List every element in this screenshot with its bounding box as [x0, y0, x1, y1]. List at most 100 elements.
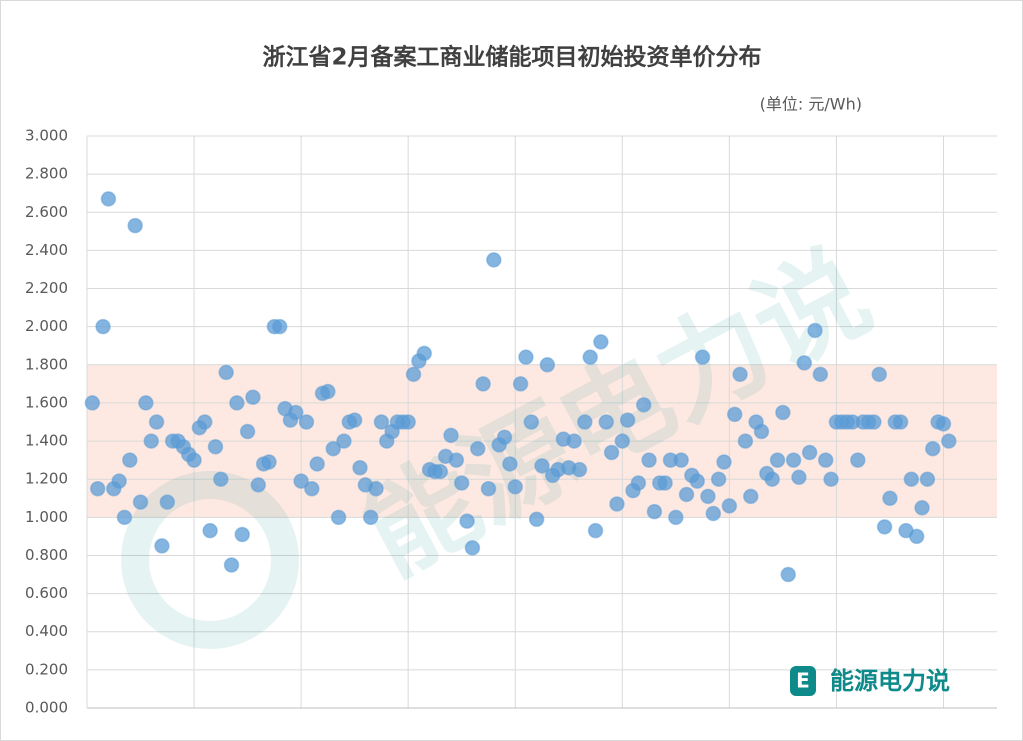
- point: [801, 444, 818, 461]
- point: [453, 475, 470, 491]
- point: [716, 454, 732, 470]
- y-tick-label: 1.600: [25, 393, 68, 411]
- logo-icon: [790, 666, 816, 696]
- point: [320, 383, 336, 400]
- point: [780, 566, 796, 583]
- point: [159, 494, 176, 510]
- point: [812, 366, 829, 383]
- point: [443, 427, 459, 444]
- logo-text: 能源电力说: [830, 667, 950, 695]
- point: [486, 252, 502, 268]
- point: [700, 488, 716, 505]
- point: [764, 471, 780, 487]
- point: [154, 538, 170, 554]
- point: [352, 460, 368, 476]
- y-tick-label: 2.400: [25, 241, 68, 259]
- point: [288, 404, 304, 421]
- point: [619, 412, 636, 428]
- y-tick-label: 2.000: [25, 317, 68, 335]
- point: [914, 500, 930, 516]
- point: [796, 355, 813, 371]
- point: [721, 498, 738, 514]
- point: [743, 488, 759, 505]
- point: [935, 416, 952, 432]
- point: [250, 477, 267, 493]
- point: [84, 395, 101, 411]
- point: [127, 217, 143, 234]
- point: [673, 452, 689, 468]
- point: [197, 414, 213, 430]
- point: [507, 479, 523, 495]
- point: [405, 366, 422, 383]
- point: [362, 509, 379, 526]
- point: [116, 509, 133, 526]
- y-tick-label: 2.200: [25, 279, 68, 297]
- point: [769, 452, 786, 468]
- point: [630, 475, 647, 491]
- y-tick-label: 0.000: [25, 699, 68, 717]
- point: [603, 444, 620, 461]
- point: [587, 522, 604, 539]
- point: [882, 490, 898, 507]
- point: [577, 414, 593, 430]
- point: [919, 471, 936, 487]
- point: [646, 503, 663, 520]
- point: [432, 463, 449, 480]
- point: [213, 471, 229, 487]
- point: [95, 318, 111, 335]
- point: [635, 397, 652, 413]
- point: [775, 404, 791, 421]
- point: [229, 395, 245, 411]
- point: [791, 469, 807, 486]
- y-tick-label: 0.200: [25, 660, 68, 678]
- point: [614, 433, 631, 449]
- point: [785, 452, 802, 468]
- point: [496, 429, 513, 446]
- point: [475, 376, 491, 392]
- point: [132, 494, 149, 510]
- point: [325, 440, 341, 457]
- point: [823, 471, 839, 487]
- point: [111, 473, 127, 489]
- chart-subtitle: (单位: 元/Wh): [760, 95, 862, 114]
- point: [502, 456, 518, 472]
- y-tick-label: 0.600: [25, 584, 68, 602]
- point: [737, 433, 754, 449]
- point: [448, 452, 465, 468]
- point: [464, 540, 481, 556]
- point: [309, 456, 325, 472]
- point: [593, 334, 609, 350]
- point: [336, 433, 352, 449]
- point: [657, 475, 673, 491]
- point: [817, 452, 834, 468]
- point: [480, 480, 497, 497]
- y-tick-label: 0.400: [25, 622, 68, 640]
- point: [100, 191, 117, 207]
- point: [239, 423, 256, 440]
- point: [148, 414, 165, 430]
- y-tick-label: 2.800: [25, 165, 68, 183]
- point: [925, 440, 941, 457]
- point: [330, 509, 347, 526]
- point: [518, 349, 534, 365]
- point: [571, 461, 588, 478]
- point: [138, 395, 154, 411]
- point: [223, 557, 240, 573]
- logo: E 能源电力说: [790, 666, 950, 696]
- point: [245, 389, 261, 405]
- point: [143, 433, 159, 449]
- point: [582, 349, 598, 365]
- point: [186, 452, 202, 468]
- point: [400, 414, 416, 430]
- point: [89, 480, 106, 497]
- point: [850, 452, 866, 468]
- point: [528, 511, 545, 527]
- y-tick-label: 1.800: [25, 355, 68, 373]
- point: [694, 349, 711, 365]
- point: [871, 366, 887, 383]
- point: [122, 452, 138, 468]
- point: [908, 528, 925, 545]
- point: [459, 513, 475, 529]
- y-tick-label: 1.000: [25, 508, 68, 526]
